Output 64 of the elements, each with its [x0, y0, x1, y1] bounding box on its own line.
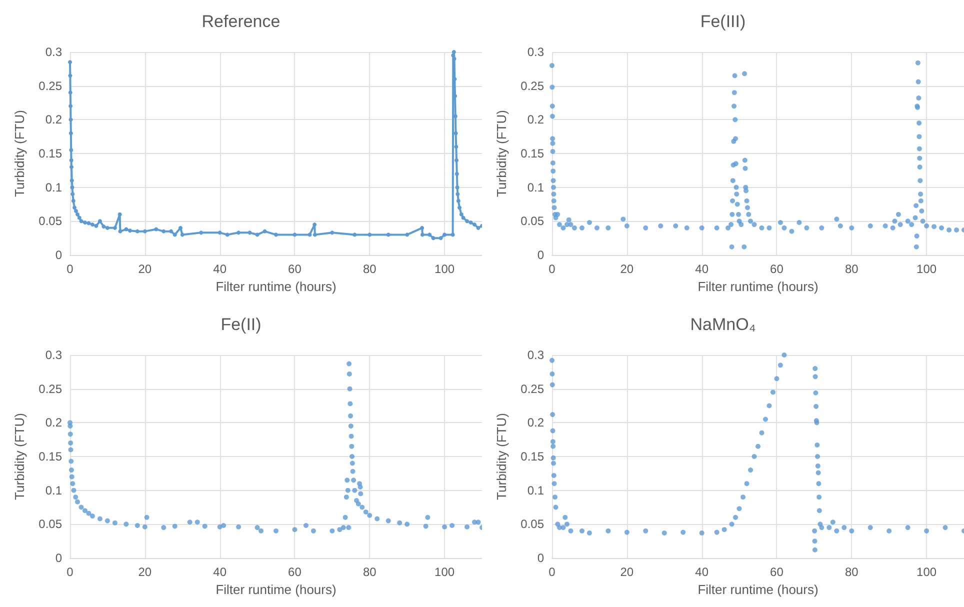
x-tick-label: 60 — [770, 262, 784, 276]
y-axis-title: Turbidity (FTU) — [494, 110, 509, 197]
y-tick-label: 0 — [55, 248, 62, 262]
y-tick-label: 0.1 — [45, 483, 62, 498]
y-tick-label: 0.2 — [527, 112, 544, 127]
x-tick-label: 100 — [434, 262, 455, 276]
chart-title: Fe(III) — [700, 12, 746, 31]
chart-title: Fe(II) — [220, 315, 262, 334]
chart-title: NaMnO₄ — [690, 315, 756, 334]
x-tick-label: 20 — [620, 262, 634, 276]
x-axis-title: Filter runtime (hours) — [216, 582, 336, 597]
y-axis-title: Turbidity (FTU) — [12, 110, 27, 197]
y-tick-label: 0.05 — [38, 214, 62, 228]
y-tick-label: 0 — [55, 551, 62, 565]
y-tick-label: 0.2 — [45, 416, 62, 430]
y-tick-label: 0.2 — [45, 112, 62, 127]
x-tick-label: 60 — [770, 565, 784, 579]
y-tick-label: 0.05 — [520, 517, 544, 532]
y-tick-label: 0.1 — [45, 180, 62, 194]
y-tick-label: 0.15 — [520, 450, 544, 464]
x-tick-label: 0 — [548, 565, 556, 579]
x-axis-title: Filter runtime (hours) — [698, 278, 818, 294]
x-tick-label: 80 — [844, 262, 859, 276]
y-tick-label: 0.1 — [527, 180, 544, 194]
x-tick-label: 40 — [695, 262, 709, 276]
x-tick-label: 80 — [362, 565, 377, 579]
y-tick-label: 0.15 — [38, 146, 62, 160]
x-tick-label: 80 — [362, 262, 377, 276]
y-tick-label: 0.05 — [38, 517, 62, 532]
y-axis-title: Turbidity (FTU) — [494, 413, 509, 500]
y-tick-label: 0.25 — [38, 78, 62, 93]
chart-title: Reference — [202, 12, 280, 31]
x-tick-label: 20 — [138, 262, 152, 276]
y-tick-label: 0.25 — [520, 78, 544, 93]
x-tick-label: 0 — [66, 565, 74, 579]
x-tick-label: 100 — [434, 565, 455, 579]
x-tick-label: 100 — [916, 565, 937, 579]
x-tick-label: 20 — [620, 565, 634, 579]
x-tick-label: 40 — [695, 565, 709, 579]
y-tick-label: 0.3 — [45, 348, 62, 362]
x-tick-label: 40 — [213, 565, 227, 579]
y-tick-label: 0.3 — [527, 348, 544, 362]
x-tick-label: 20 — [138, 565, 152, 579]
y-tick-label: 0.3 — [45, 45, 62, 59]
y-tick-label: 0 — [537, 248, 544, 262]
x-tick-label: 80 — [844, 565, 859, 579]
y-tick-label: 0.25 — [38, 382, 62, 396]
y-tick-label: 0.05 — [520, 214, 544, 228]
x-tick-label: 60 — [288, 262, 302, 276]
x-tick-label: 40 — [213, 262, 227, 276]
x-axis-title: Filter runtime (hours) — [216, 278, 336, 294]
x-tick-label: 0 — [548, 262, 556, 276]
y-tick-label: 0.3 — [527, 45, 544, 59]
y-tick-label: 0.1 — [527, 483, 544, 498]
x-tick-label: 0 — [66, 262, 74, 276]
y-tick-label: 0 — [537, 551, 544, 565]
y-tick-label: 0.15 — [38, 450, 62, 464]
y-tick-label: 0.2 — [527, 416, 544, 430]
y-tick-label: 0.15 — [520, 146, 544, 160]
y-axis-title: Turbidity (FTU) — [12, 413, 27, 500]
y-tick-label: 0.25 — [520, 382, 544, 396]
x-tick-label: 60 — [288, 565, 302, 579]
x-tick-label: 100 — [916, 262, 937, 276]
x-axis-title: Filter runtime (hours) — [698, 582, 818, 597]
